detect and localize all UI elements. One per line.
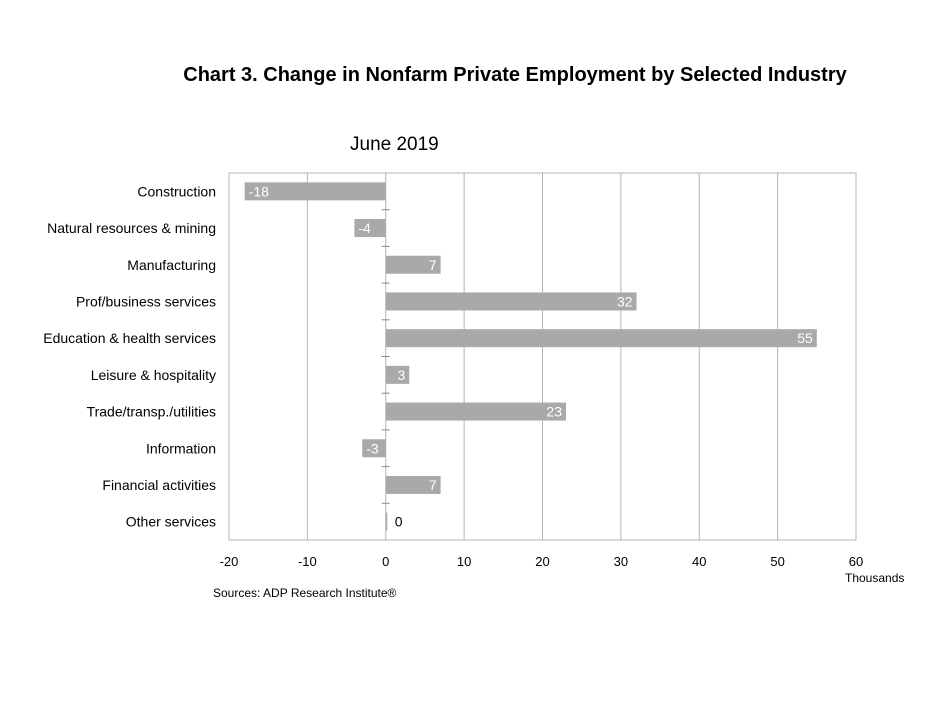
bar: [385, 512, 388, 531]
y-tick-label: Manufacturing: [127, 257, 216, 273]
bar: [385, 292, 637, 311]
x-tick-label: 0: [382, 554, 389, 569]
data-label: -18: [249, 183, 269, 199]
bar: [385, 402, 567, 421]
data-label: 3: [397, 367, 405, 383]
y-tick-label: Information: [146, 440, 216, 456]
y-tick-label: Education & health services: [43, 330, 216, 346]
chart-title: Chart 3. Change in Nonfarm Private Emplo…: [183, 64, 847, 86]
data-label: -4: [358, 220, 371, 236]
y-tick-label: Natural resources & mining: [47, 220, 216, 236]
data-label: 32: [617, 293, 633, 309]
data-label: 0: [395, 514, 403, 530]
bar: [385, 365, 410, 384]
y-tick-label: Other services: [126, 514, 216, 530]
bar: [385, 329, 817, 348]
x-tick-label: 60: [849, 554, 863, 569]
bar: [244, 182, 386, 201]
x-tick-label: -20: [220, 554, 239, 569]
x-tick-label: -10: [298, 554, 317, 569]
y-tick-label: Trade/transp./utilities: [87, 404, 216, 420]
bar: [385, 255, 441, 274]
data-label: 55: [797, 330, 813, 346]
source-note: Sources: ADP Research Institute®: [213, 586, 397, 600]
bar: [354, 219, 386, 238]
bar: [385, 475, 441, 494]
y-tick-label: Prof/business services: [76, 293, 216, 309]
y-tick-label: Financial activities: [102, 477, 216, 493]
x-tick-label: 10: [457, 554, 471, 569]
data-label: -3: [366, 440, 379, 456]
x-tick-label: 30: [614, 554, 628, 569]
x-tick-label: 20: [535, 554, 549, 569]
data-label: 7: [429, 477, 437, 493]
x-tick-label: 40: [692, 554, 706, 569]
data-label: 7: [429, 257, 437, 273]
y-tick-label: Leisure & hospitality: [91, 367, 216, 383]
x-tick-label: 50: [770, 554, 784, 569]
data-label: 23: [546, 404, 562, 420]
x-axis-label: Thousands: [845, 571, 905, 585]
bar: [362, 439, 386, 458]
chart-subtitle: June 2019: [350, 134, 439, 155]
y-tick-label: Construction: [137, 183, 216, 199]
